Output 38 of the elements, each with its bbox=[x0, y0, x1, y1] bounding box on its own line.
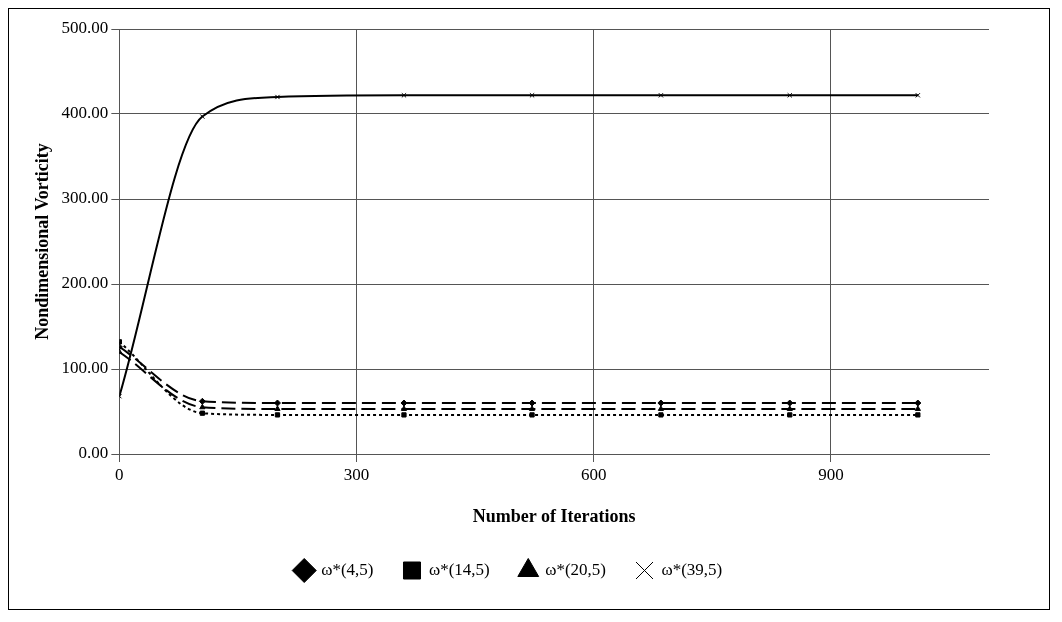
point bbox=[787, 412, 793, 418]
point bbox=[786, 405, 793, 411]
point bbox=[529, 92, 535, 98]
point bbox=[198, 397, 206, 405]
point bbox=[199, 410, 205, 416]
legend-label: ω*(20,5) bbox=[545, 559, 607, 579]
point bbox=[914, 405, 921, 411]
point bbox=[787, 92, 793, 98]
legend-label: ω*(39,5) bbox=[661, 559, 723, 579]
x-axis-title: Number of Iterations bbox=[472, 505, 636, 526]
point bbox=[199, 403, 206, 410]
point bbox=[274, 412, 281, 418]
point bbox=[401, 412, 407, 418]
point bbox=[657, 405, 664, 411]
point bbox=[658, 92, 664, 98]
point bbox=[529, 412, 535, 418]
point bbox=[274, 94, 281, 100]
y-tick-label: 100.00 bbox=[61, 358, 109, 378]
legend-label: ω*(14,5) bbox=[428, 559, 490, 579]
point bbox=[915, 412, 921, 418]
x-tick-label: 0 bbox=[115, 464, 124, 484]
x-tick-label: 300 bbox=[343, 464, 370, 484]
y-tick-label: 500.00 bbox=[61, 18, 109, 38]
point bbox=[401, 92, 407, 98]
legend-label: ω*(4,5) bbox=[321, 559, 374, 579]
x-tick-label: 900 bbox=[818, 464, 844, 484]
point bbox=[199, 113, 205, 120]
y-tick-label: 200.00 bbox=[61, 273, 109, 293]
y-tick-label: 300.00 bbox=[61, 188, 109, 208]
point bbox=[658, 412, 664, 418]
point bbox=[914, 399, 922, 407]
point bbox=[400, 405, 408, 411]
y-axis-title: Nondimensional Vorticity bbox=[32, 143, 53, 340]
point bbox=[528, 405, 536, 411]
y-tick-label: 400.00 bbox=[61, 103, 109, 123]
x-tick-label: 600 bbox=[580, 464, 607, 484]
y-tick-label: 0.00 bbox=[78, 443, 109, 463]
point bbox=[274, 405, 281, 411]
